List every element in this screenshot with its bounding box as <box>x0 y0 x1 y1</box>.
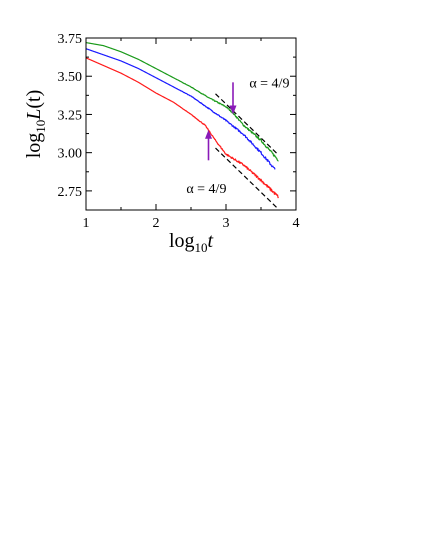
reference-slope-line-0 <box>215 93 279 156</box>
y-axis: 2.75 3.00 3.25 3.50 3.75 <box>58 32 296 200</box>
reference-slope-line-1 <box>215 147 279 210</box>
y-axis-label-sub: 10 <box>33 120 48 133</box>
series-line-1 <box>85 48 276 170</box>
series-line-2 <box>85 57 279 199</box>
x-tick-label: 1 <box>83 216 90 231</box>
plot-content: α = 4/9 α = 4/9 <box>85 41 289 210</box>
slope-annotation-0: α = 4/9 <box>249 77 289 92</box>
slope-annotation-1: α = 4/9 <box>186 182 226 197</box>
x-axis-label-sub: 10 <box>195 240 208 255</box>
x-axis-label-var: t <box>208 230 214 252</box>
y-tick-label: 2.75 <box>58 185 83 200</box>
y-tick-label: 3.00 <box>58 147 83 162</box>
y-tick-label: 3.25 <box>58 108 83 123</box>
arrow-head-1 <box>205 129 212 139</box>
x-tick-label: 3 <box>223 216 230 231</box>
y-tick-label: 3.50 <box>58 70 83 85</box>
y-axis-label: log10L(t) <box>23 90 48 159</box>
x-axis-label-base: log <box>169 230 195 252</box>
y-axis-label-base: log <box>23 133 45 159</box>
x-axis: 1 2 3 4 <box>83 38 300 231</box>
y-tick-label: 3.75 <box>58 32 83 47</box>
x-axis-label: log10t <box>169 230 214 255</box>
x-tick-label: 2 <box>153 216 160 231</box>
arrow-head-0 <box>229 105 237 115</box>
x-tick-label: 4 <box>293 216 300 231</box>
series-line-0 <box>85 41 279 162</box>
y-axis-label-var: L <box>23 109 45 121</box>
y-axis-label-arg: (t) <box>23 90 45 109</box>
